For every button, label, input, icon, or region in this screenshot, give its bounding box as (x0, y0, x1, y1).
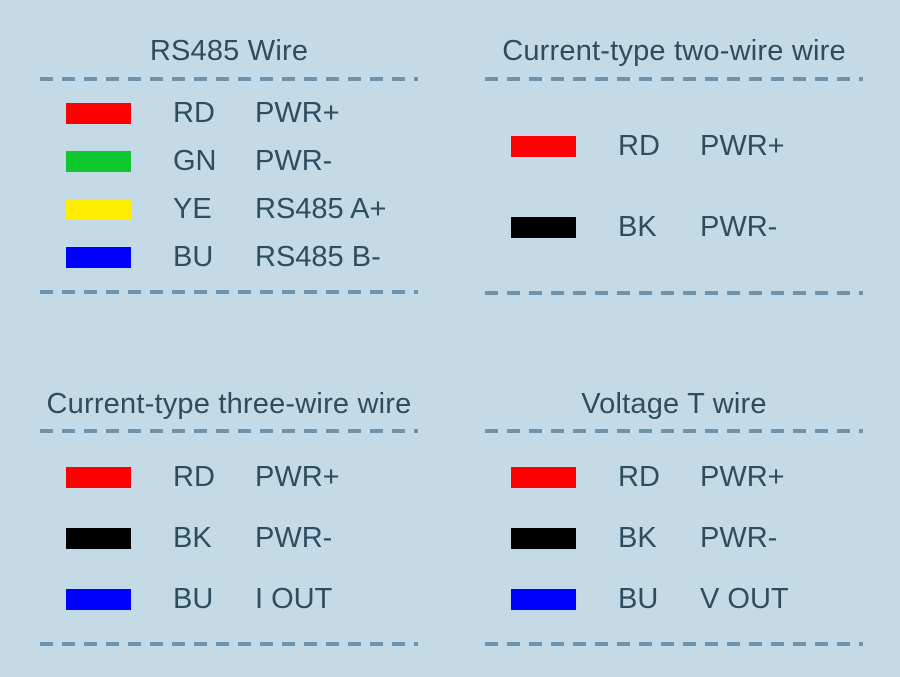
wire-color-code: BU (173, 583, 214, 615)
wire-color-swatch-green (66, 150, 131, 172)
wire-signal-label: V OUT (700, 583, 789, 615)
wire-signal-label: RS485 A+ (255, 192, 387, 225)
wire-color-code: BU (618, 583, 659, 615)
wire-color-code: BU (173, 240, 214, 273)
wire-signal-label: PWR- (700, 522, 778, 554)
dashed-divider (485, 429, 863, 433)
wire-color-code: BK (618, 211, 657, 243)
panel-voltage-t-wire: Voltage T wire RD PWR+ BK PWR- BU V OUT (485, 386, 863, 646)
wire-row: BK PWR- (485, 187, 863, 268)
panel-title: RS485 Wire (149, 35, 309, 67)
dashed-divider (40, 290, 418, 294)
wire-row: GN PWR- (40, 137, 418, 185)
wire-color-swatch-red (66, 467, 131, 488)
wire-row: BU RS485 B- (40, 233, 418, 281)
wire-color-code: RD (173, 461, 215, 493)
panel-rs485-wire: RS485 Wire RD PWR+ GN PWR- YE RS485 A+ BU RS485… (40, 33, 418, 294)
panel-title: Current-type two-wire wire (502, 35, 846, 67)
dashed-divider (40, 429, 418, 433)
wire-row: BU I OUT (40, 569, 418, 630)
dashed-divider (40, 642, 418, 646)
wire-row: BK PWR- (40, 508, 418, 569)
wire-color-swatch-black (511, 528, 576, 549)
wire-row: BK PWR- (485, 508, 863, 569)
panel-title: Voltage T wire (581, 388, 767, 420)
wire-row-list: RD PWR+ BK PWR- BU I OUT (40, 447, 418, 630)
wire-signal-label: PWR+ (255, 461, 340, 493)
wire-color-code: RD (173, 96, 215, 129)
wire-color-swatch-black (66, 528, 131, 549)
panel-current-three-wire: Current-type three-wire wire RD PWR+ BK PWR… (40, 386, 418, 646)
wire-row: RD PWR+ (485, 106, 863, 187)
wire-signal-label: RS485 B- (255, 240, 381, 273)
wire-color-swatch-black (511, 217, 576, 238)
wire-signal-label: PWR- (700, 211, 778, 243)
wire-color-swatch-blue (511, 589, 576, 610)
wire-signal-label: PWR+ (700, 130, 785, 162)
wire-color-code: YE (173, 192, 212, 225)
wire-color-swatch-yellow (66, 198, 131, 220)
wire-color-code: GN (173, 144, 217, 177)
wire-row-list: RD PWR+ BK PWR- (485, 106, 863, 268)
wire-signal-label: PWR- (255, 144, 333, 177)
wire-color-code: RD (618, 461, 660, 493)
wire-row: RD PWR+ (40, 447, 418, 508)
panel-current-two-wire: Current-type two-wire wire RD PWR+ BK PWR- (485, 33, 863, 295)
wire-row: YE RS485 A+ (40, 185, 418, 233)
wire-color-code: RD (618, 130, 660, 162)
dashed-divider (40, 77, 418, 81)
wire-color-code: BK (618, 522, 657, 554)
wire-color-swatch-blue (66, 589, 131, 610)
wire-signal-label: PWR+ (700, 461, 785, 493)
wire-row: BU V OUT (485, 569, 863, 630)
wire-color-swatch-blue (66, 246, 131, 268)
wire-row-list: RD PWR+ BK PWR- BU V OUT (485, 447, 863, 630)
dashed-divider (485, 642, 863, 646)
dashed-divider (485, 291, 863, 295)
wire-row: RD PWR+ (40, 89, 418, 137)
wire-color-swatch-red (511, 467, 576, 488)
wire-signal-label: I OUT (255, 583, 333, 615)
wire-row-list: RD PWR+ GN PWR- YE RS485 A+ BU RS485 B- (40, 89, 418, 281)
wire-color-swatch-red (511, 136, 576, 157)
wire-signal-label: PWR+ (255, 96, 340, 129)
panel-title: Current-type three-wire wire (46, 388, 412, 420)
wire-color-code: BK (173, 522, 212, 554)
wire-color-swatch-red (66, 102, 131, 124)
dashed-divider (485, 77, 863, 81)
wire-signal-label: PWR- (255, 522, 333, 554)
wire-row: RD PWR+ (485, 447, 863, 508)
